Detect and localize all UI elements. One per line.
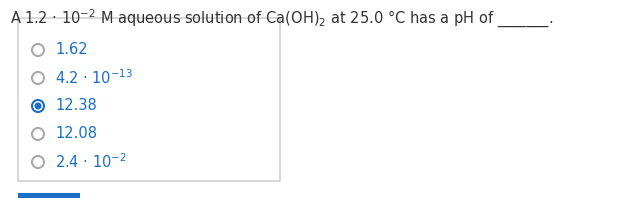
Text: 2.4 · 10$^{-2}$: 2.4 · 10$^{-2}$: [55, 153, 127, 171]
Circle shape: [32, 72, 44, 84]
Circle shape: [32, 44, 44, 56]
Circle shape: [32, 128, 44, 140]
Text: 12.38: 12.38: [55, 99, 97, 114]
FancyBboxPatch shape: [18, 18, 280, 181]
Text: 1.62: 1.62: [55, 42, 87, 58]
Circle shape: [32, 100, 44, 112]
Bar: [18, 193, 80, 198]
Text: A 1.2 · 10$^{-2}$ M aqueous solution of Ca(OH)$_2$ at 25.0 °C has a pH of ______: A 1.2 · 10$^{-2}$ M aqueous solution of …: [10, 8, 553, 30]
Text: 12.08: 12.08: [55, 127, 97, 142]
Text: 4.2 · 10$^{-13}$: 4.2 · 10$^{-13}$: [55, 69, 133, 87]
Circle shape: [32, 156, 44, 168]
Circle shape: [34, 103, 41, 110]
